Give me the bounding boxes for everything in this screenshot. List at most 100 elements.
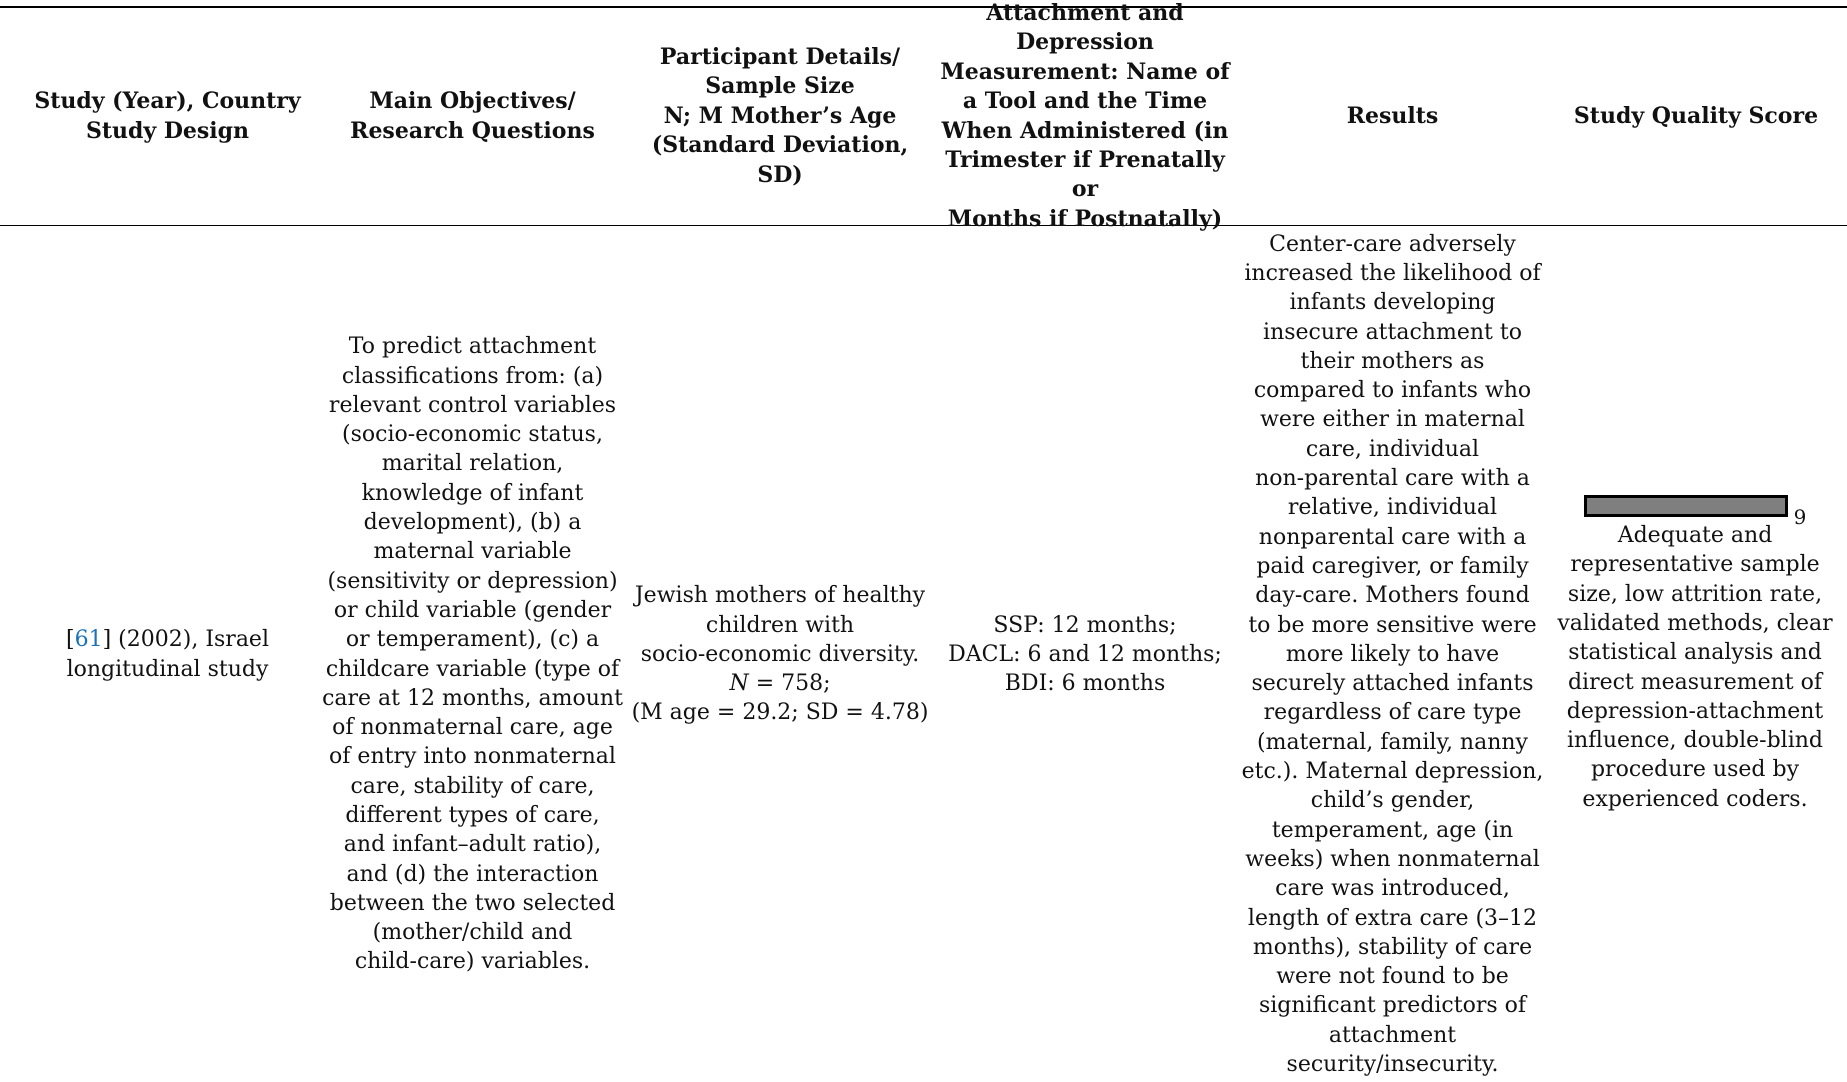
objectives-line: knowledge of infant bbox=[361, 480, 584, 506]
objectives-line: maternal variable bbox=[373, 539, 572, 565]
cell-measurement: SSP: 12 months; DACL: 6 and 12 months; B… bbox=[935, 232, 1235, 1077]
header-measurement-line: Depression bbox=[1016, 29, 1154, 56]
results-line: infants developing bbox=[1289, 290, 1496, 316]
objectives-line: between the two selected bbox=[329, 890, 616, 916]
results-line: regardless of care type bbox=[1263, 700, 1522, 726]
header-objectives: Main Objectives/ Research Questions bbox=[330, 14, 615, 219]
results-line: paid caregiver, or family bbox=[1256, 553, 1529, 579]
sample-size-value: = 758; bbox=[748, 671, 831, 697]
results-line: months), stability of care bbox=[1252, 934, 1533, 960]
cell-quality: 9 Adequate and representative sample siz… bbox=[1557, 232, 1833, 1077]
quality-score-value: 9 bbox=[1793, 505, 1807, 530]
objectives-line: of entry into nonmaternal bbox=[329, 744, 616, 770]
study-line-1: [61] (2002), Israel bbox=[66, 627, 269, 653]
cell-results: Center-care adversely increased the like… bbox=[1242, 231, 1544, 1078]
results-line: non-parental care with a bbox=[1255, 466, 1530, 492]
header-measurement-line: When Administered (in bbox=[941, 117, 1229, 144]
header-study-line: Study (Year), Country bbox=[34, 88, 301, 115]
header-results: Results bbox=[1245, 14, 1540, 219]
results-line: securely attached infants bbox=[1251, 671, 1534, 697]
objectives-line: or child variable (gender bbox=[333, 597, 612, 623]
objectives-line: different types of care, bbox=[345, 802, 600, 828]
sample-size: N = 758; bbox=[729, 669, 830, 698]
results-line: attachment bbox=[1328, 1022, 1457, 1048]
results-line: significant predictors of bbox=[1258, 993, 1527, 1019]
objectives-line: To predict attachment bbox=[348, 334, 597, 360]
objectives-line: of nonmaternal care, age bbox=[332, 715, 613, 741]
results-line: care was introduced, bbox=[1275, 876, 1510, 902]
results-line: insecure attachment to bbox=[1263, 319, 1522, 345]
results-line: Center-care adversely bbox=[1269, 231, 1516, 257]
objectives-line: care at 12 months, amount bbox=[322, 685, 623, 711]
objectives-line: and infant–adult ratio), bbox=[343, 832, 602, 858]
results-line: compared to infants who bbox=[1253, 378, 1532, 404]
header-measurement: Attachment and Depression Measurement: N… bbox=[935, 0, 1235, 232]
results-line: were either in maternal bbox=[1260, 407, 1525, 433]
header-quality-line: Study Quality Score bbox=[1573, 102, 1819, 129]
header-participants-line: (Standard Deviation, bbox=[651, 132, 909, 159]
results-line: relative, individual bbox=[1287, 495, 1498, 521]
results-line: to be more sensitive were bbox=[1248, 612, 1537, 638]
header-participants: Participant Details/ Sample Size N; M Mo… bbox=[625, 14, 935, 219]
quality-line: direct measurement of bbox=[1567, 669, 1823, 695]
participants-line: Jewish mothers of healthy bbox=[634, 583, 926, 609]
objectives-line: (sensitivity or depression) bbox=[327, 568, 618, 594]
quality-line: statistical analysis and bbox=[1568, 640, 1822, 666]
objectives-line: care, stability of care, bbox=[350, 773, 595, 799]
results-line: child’s gender, bbox=[1310, 788, 1475, 814]
objectives-line: and (d) the interaction bbox=[346, 861, 599, 887]
header-measurement-line: Attachment and bbox=[986, 0, 1184, 26]
participants-line: children with bbox=[705, 612, 855, 638]
header-measurement-line: Trimester if Prenatally or bbox=[945, 146, 1225, 203]
cell-study: [61] (2002), Israel longitudinal study bbox=[20, 232, 315, 1077]
quality-line: validated methods, clear bbox=[1557, 610, 1833, 636]
objectives-line: classifications from: (a) bbox=[341, 363, 604, 389]
quality-line: experienced coders. bbox=[1582, 786, 1808, 812]
header-participants-line: Sample Size bbox=[705, 73, 855, 100]
results-line: nonparental care with a bbox=[1258, 524, 1527, 550]
quality-score-fill bbox=[1586, 498, 1785, 515]
header-participants-line: Participant Details/ bbox=[659, 43, 901, 70]
header-measurement-line: Months if Postnatally) bbox=[947, 205, 1223, 232]
results-line: temperament, age (in bbox=[1271, 817, 1514, 843]
results-line: were not found to be bbox=[1276, 964, 1509, 990]
results-line: day-care. Mothers found bbox=[1255, 583, 1530, 609]
header-study-line: Study Design bbox=[85, 117, 250, 144]
sample-size-label: N bbox=[729, 671, 749, 697]
results-line: increased the likelihood of bbox=[1244, 261, 1541, 286]
objectives-line: or temperament), (c) a bbox=[345, 627, 600, 653]
quality-line: influence, double-blind bbox=[1566, 728, 1824, 754]
quality-score-bar bbox=[1583, 495, 1788, 518]
study-design: longitudinal study bbox=[66, 656, 269, 682]
header-participants-line: SD) bbox=[757, 161, 803, 188]
header-results-line: Results bbox=[1346, 102, 1439, 129]
results-line: more likely to have bbox=[1285, 641, 1500, 667]
results-line: security/insecurity. bbox=[1286, 1052, 1499, 1078]
header-objectives-line: Research Questions bbox=[350, 117, 595, 144]
measurement-line: DACL: 6 and 12 months; bbox=[948, 641, 1222, 667]
quality-line: representative sample bbox=[1570, 552, 1820, 578]
header-measurement-line: Measurement: Name of bbox=[940, 58, 1230, 85]
header-measurement-line: a Tool and the Time bbox=[962, 88, 1208, 115]
header-objectives-line: Main Objectives/ bbox=[369, 88, 576, 115]
header-study: Study (Year), Country Study Design bbox=[20, 14, 315, 219]
objectives-line: child-care) variables. bbox=[354, 949, 591, 975]
cell-objectives: To predict attachment classifications fr… bbox=[322, 232, 623, 1077]
reference-link[interactable]: 61 bbox=[74, 627, 103, 653]
study-year-country: (2002), Israel bbox=[111, 627, 269, 653]
measurement-line: BDI: 6 months bbox=[1004, 671, 1166, 697]
results-line: their mothers as bbox=[1300, 348, 1485, 374]
quality-line: procedure used by bbox=[1590, 757, 1800, 783]
objectives-line: development), (b) a bbox=[363, 510, 582, 536]
quality-line: depression-attachment bbox=[1566, 698, 1824, 724]
quality-line: Adequate and bbox=[1617, 523, 1773, 549]
header-quality: Study Quality Score bbox=[1545, 14, 1847, 219]
measurement-line: SSP: 12 months; bbox=[993, 612, 1177, 638]
participants-line: socio-economic diversity. bbox=[640, 641, 920, 667]
results-line: etc.). Maternal depression, bbox=[1241, 759, 1544, 785]
mother-age: (M age = 29.2; SD = 4.78) bbox=[631, 700, 929, 726]
results-line: length of extra care (3–12 bbox=[1247, 905, 1538, 931]
header-participants-line: N; M Mother’s Age bbox=[663, 102, 897, 129]
table-top-rule bbox=[0, 6, 1847, 8]
objectives-line: (mother/child and bbox=[372, 920, 573, 946]
